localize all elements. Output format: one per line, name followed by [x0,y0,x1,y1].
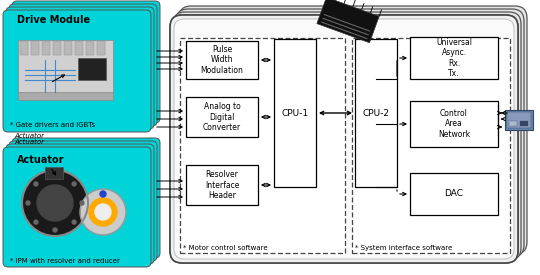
Bar [274,39,316,187]
Text: CPU-1: CPU-1 [281,109,308,117]
FancyBboxPatch shape [6,7,154,129]
Text: Drive Module: Drive Module [17,15,90,25]
Bar [509,121,517,126]
Bar [352,38,510,253]
Text: Universal
Async.
Rx.
Tx.: Universal Async. Rx. Tx. [436,38,472,78]
Bar [180,38,345,253]
Text: Control
Area
Network: Control Area Network [438,109,470,139]
FancyBboxPatch shape [9,4,157,126]
Bar [97,41,105,55]
FancyBboxPatch shape [3,147,151,267]
Bar [355,39,397,187]
Text: Actuator: Actuator [17,155,64,165]
Circle shape [26,201,30,205]
Text: Analog to
Digital
Converter: Analog to Digital Converter [203,102,241,132]
Bar [20,41,28,55]
Bar [410,173,498,215]
Bar [75,41,83,55]
Bar [31,41,39,55]
Circle shape [89,198,117,226]
FancyBboxPatch shape [3,10,151,132]
Bar [42,41,50,55]
Text: Resolver
Interface
Header: Resolver Interface Header [205,170,239,200]
Circle shape [72,220,76,224]
Text: DAC: DAC [444,189,463,199]
Polygon shape [317,0,379,43]
FancyBboxPatch shape [176,9,524,257]
Text: * IPM with resolver and reducer: * IPM with resolver and reducer [10,258,120,264]
Text: * System interface software: * System interface software [355,245,453,251]
Bar [18,40,113,95]
Bar [505,110,533,130]
Circle shape [53,174,57,178]
Circle shape [53,228,57,232]
FancyBboxPatch shape [12,138,160,258]
FancyBboxPatch shape [170,15,518,263]
Circle shape [23,171,87,235]
Bar [410,101,498,147]
Text: Actuator: Actuator [14,139,44,145]
Text: * Gate drivers and IGBTs: * Gate drivers and IGBTs [10,122,95,128]
Bar [53,41,61,55]
Bar [18,92,113,100]
Bar [186,41,258,79]
FancyBboxPatch shape [9,141,157,261]
FancyBboxPatch shape [12,1,160,123]
Bar [64,41,72,55]
Bar [45,167,63,179]
Circle shape [34,220,38,224]
Circle shape [81,190,125,234]
Text: * Motor control software: * Motor control software [183,245,268,251]
FancyBboxPatch shape [174,19,514,259]
Bar [78,58,106,80]
Circle shape [95,204,111,220]
Bar [520,121,528,126]
Circle shape [80,201,84,205]
FancyBboxPatch shape [179,6,527,254]
FancyBboxPatch shape [6,144,154,264]
Text: Actuator: Actuator [14,133,44,139]
Circle shape [37,185,73,221]
Circle shape [100,191,106,197]
Bar [186,165,258,205]
Text: CPU-2: CPU-2 [362,109,389,117]
Bar [507,112,531,128]
FancyBboxPatch shape [170,15,518,263]
FancyBboxPatch shape [173,12,521,260]
Circle shape [34,182,38,186]
Text: Pulse
Width
Modulation: Pulse Width Modulation [200,45,244,75]
Bar [410,37,498,79]
Bar [86,41,94,55]
Circle shape [72,182,76,186]
Bar [186,97,258,137]
